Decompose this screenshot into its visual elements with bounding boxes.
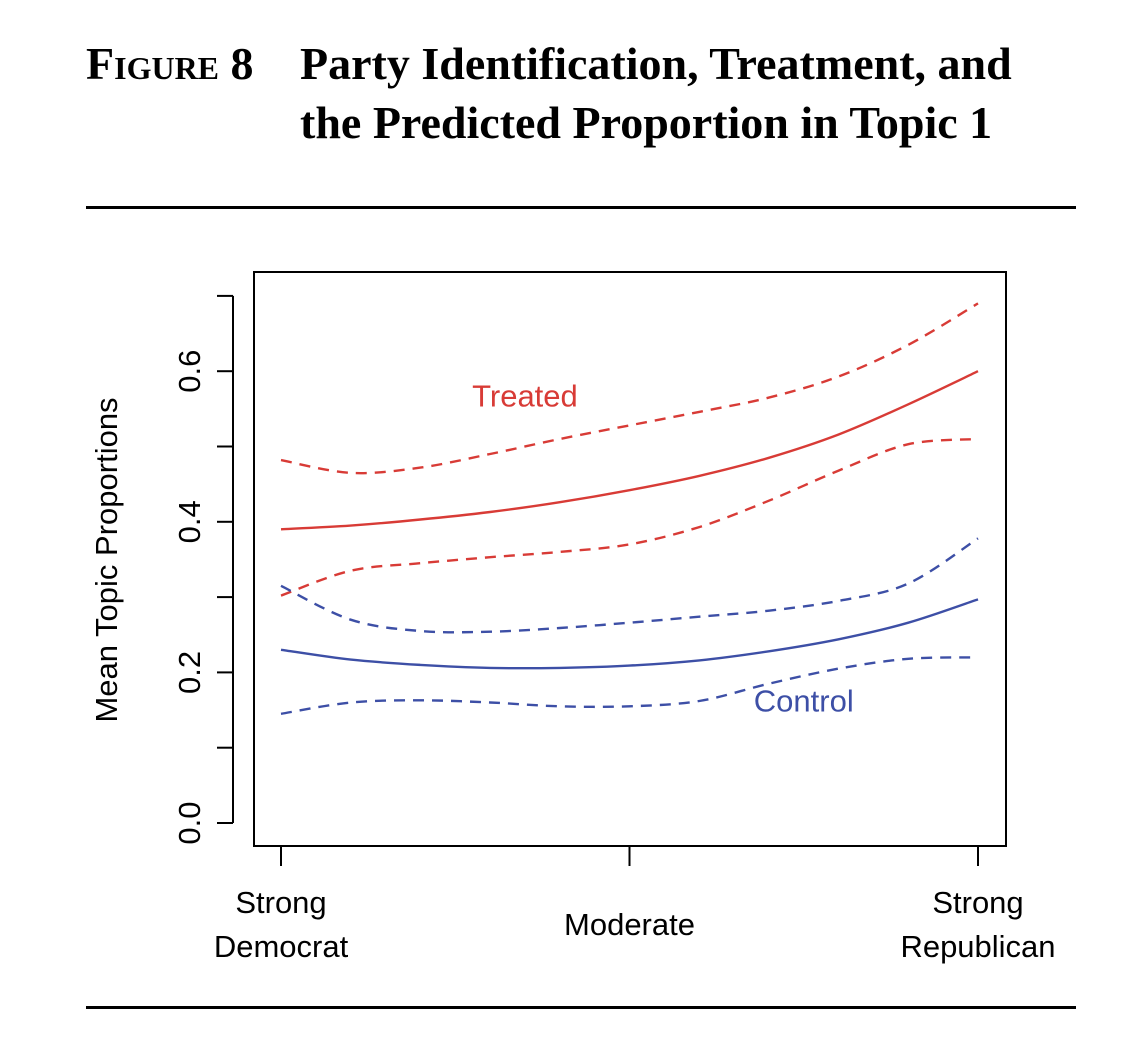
top-rule [86,206,1076,209]
figure-label-smallcaps: igure [114,38,220,89]
annotation-control: Control [754,684,854,719]
x-tick-label-1-0: Moderate [564,907,695,942]
figure-label-number: 8 [219,38,254,89]
plot-frame [253,271,1007,847]
x-tick-label-0-1: Democrat [214,929,349,964]
y-tick-label-2: 0.4 [172,500,207,543]
series-control-upper-line [280,537,979,634]
annotation-treated: Treated [472,379,578,414]
y-axis-label: Mean Topic Proportions [89,397,124,722]
figure-title: Party Identification, Treatment, and the… [300,38,1012,148]
plot-content: 0.0 0.2 0.4 0.6 Mean Topic Proportions Strong… [89,271,1056,964]
series-control-lower-line [280,656,979,715]
series-treated-lower-line [280,437,979,597]
x-tick-label-2-1: Republican [900,929,1055,964]
bottom-rule [86,1006,1076,1009]
series-treated-estimate-line [280,370,979,531]
figure-label-first: F [86,38,115,89]
figure-label: Figure 8 [86,34,254,94]
series-control-estimate-line [280,598,979,670]
y-tick-label-1: 0.2 [172,651,207,694]
x-tick-label-0-0: Strong [235,885,326,920]
x-tick-label-2-0: Strong [932,885,1023,920]
y-tick-label-0: 0.0 [172,801,207,844]
series-treated-upper-line [280,302,979,475]
y-tick-label-3: 0.6 [172,350,207,393]
